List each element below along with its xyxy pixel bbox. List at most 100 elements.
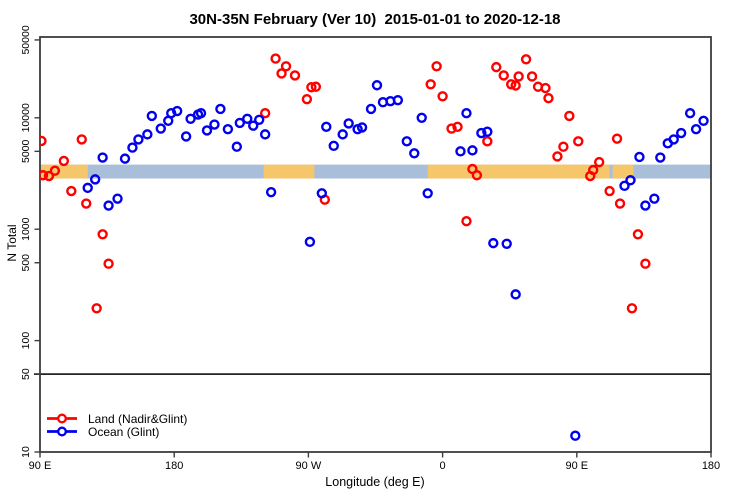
legend: Land (Nadir&Glint) Ocean (Glint) xyxy=(46,412,187,439)
band-land-segment xyxy=(263,164,315,179)
chart-title: 30N-35N February (Ver 10) 2015-01-01 to … xyxy=(189,11,561,28)
x-axis-label: Longitude (deg E) xyxy=(325,475,425,489)
data-point xyxy=(604,185,615,197)
data-point xyxy=(501,238,512,249)
data-point xyxy=(371,80,383,91)
data-point xyxy=(209,119,220,130)
data-point xyxy=(58,155,70,167)
data-point xyxy=(337,129,348,140)
data-point xyxy=(626,303,638,314)
data-point xyxy=(619,180,630,192)
data-point xyxy=(409,148,420,159)
data-point xyxy=(304,236,316,248)
data-point xyxy=(611,133,623,144)
data-point xyxy=(593,156,605,168)
data-point xyxy=(425,79,436,90)
data-point xyxy=(301,93,313,105)
band-ocean-segment xyxy=(40,164,711,179)
y-tick-label: 10 xyxy=(20,446,32,458)
data-point xyxy=(401,136,413,147)
data-point xyxy=(276,68,287,79)
data-point xyxy=(133,134,144,145)
data-point xyxy=(416,112,427,124)
data-point xyxy=(526,71,538,82)
data-point xyxy=(520,54,532,65)
data-point xyxy=(89,174,101,185)
data-point xyxy=(461,215,472,227)
data-point xyxy=(310,81,322,92)
expected-band xyxy=(40,164,711,179)
data-point xyxy=(625,175,636,186)
data-point xyxy=(467,145,478,156)
data-point xyxy=(222,124,234,135)
data-point xyxy=(634,151,645,163)
data-point xyxy=(215,103,226,115)
data-point xyxy=(698,115,709,126)
x-tick-label: 90 W xyxy=(296,460,322,472)
axes: 90 E 180 90 W 0 90 E 180 10 50 100 500 1000 5000 100… xyxy=(20,25,720,472)
data-point xyxy=(488,237,499,249)
data-point xyxy=(684,107,696,119)
data-point xyxy=(119,153,131,164)
data-point xyxy=(690,124,702,135)
band-land-segment xyxy=(427,164,610,179)
data-point xyxy=(76,134,87,145)
data-point xyxy=(40,170,49,181)
data-point xyxy=(81,198,92,209)
data-point xyxy=(66,185,77,197)
data-point xyxy=(437,91,448,102)
data-point xyxy=(614,198,626,209)
data-point xyxy=(49,165,61,176)
data-point xyxy=(498,70,509,81)
data-point xyxy=(259,107,271,119)
data-point xyxy=(422,188,433,199)
data-point xyxy=(280,61,292,72)
band-land-segment xyxy=(612,164,634,179)
data-point xyxy=(471,170,483,181)
y-tick-label: 1000 xyxy=(20,217,32,241)
ocean-series xyxy=(82,80,709,441)
data-point xyxy=(452,121,463,133)
data-point xyxy=(91,303,102,314)
data-point xyxy=(171,105,183,117)
data-point xyxy=(543,92,554,104)
data-point xyxy=(668,134,679,145)
data-point xyxy=(142,129,153,140)
data-point xyxy=(112,193,123,204)
legend-marker xyxy=(47,426,77,437)
data-point xyxy=(248,120,259,131)
y-tick-label: 5000 xyxy=(20,139,32,163)
data-point xyxy=(155,123,166,134)
y-tick-label: 100 xyxy=(20,332,32,350)
data-point xyxy=(431,61,442,72)
data-point xyxy=(289,70,301,81)
y-tick-label: 50 xyxy=(20,368,32,380)
data-point xyxy=(321,121,332,133)
legend-label: Ocean (Glint) xyxy=(88,424,160,439)
x-tick-label: 180 xyxy=(702,460,720,472)
data-point xyxy=(552,151,563,162)
data-point xyxy=(505,79,517,90)
data-point xyxy=(40,135,47,147)
legend-item: Land (Nadir&Glint) xyxy=(46,412,187,426)
data-point xyxy=(185,113,196,124)
data-point xyxy=(306,82,317,93)
data-point xyxy=(328,140,339,152)
data-point xyxy=(455,146,466,157)
data-point xyxy=(343,118,354,129)
data-point xyxy=(476,127,487,139)
data-point xyxy=(103,200,114,211)
data-point xyxy=(127,142,138,153)
y-tick-label: 10000 xyxy=(20,103,32,132)
legend-item: Ocean (Glint) xyxy=(46,424,187,439)
data-point xyxy=(201,125,213,136)
data-point xyxy=(356,122,368,133)
x-tick-label: 90 E xyxy=(29,460,52,472)
data-point xyxy=(82,182,93,194)
data-point xyxy=(97,152,108,163)
x-tick-label: 90 E xyxy=(565,460,588,472)
y-tick-label: 50000 xyxy=(20,25,32,54)
data-point xyxy=(573,136,584,147)
